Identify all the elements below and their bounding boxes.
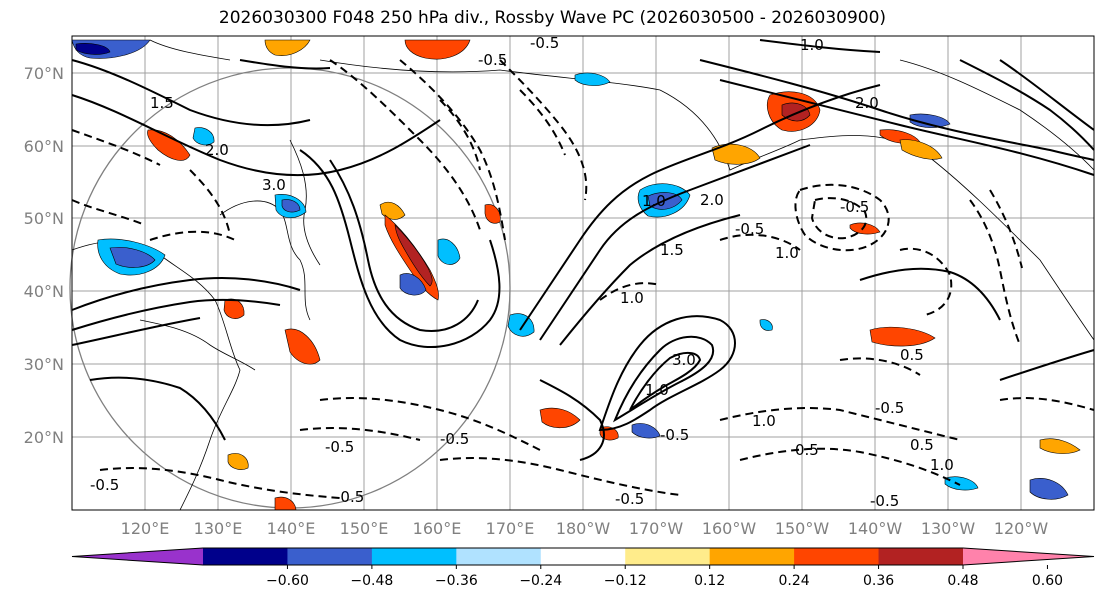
contour-label: 2.0 xyxy=(205,141,229,159)
contour-label: 0.5 xyxy=(900,346,924,364)
colorbar-tick-label: −0.60 xyxy=(266,573,309,589)
contour-label: -0.5 xyxy=(840,198,869,216)
contour-label: 2.0 xyxy=(855,94,879,112)
contour-label: 0.5 xyxy=(795,441,819,459)
contour-label: 1.0 xyxy=(620,289,644,307)
lat-label: 30°N xyxy=(24,355,64,374)
colorbar-swatch xyxy=(456,548,542,565)
colorbar-outline xyxy=(71,547,1095,566)
longitude-labels: 120°E 130°E 140°E 150°E 160°E 170°E 180°… xyxy=(121,519,1049,538)
lon-label: 180°W xyxy=(556,519,611,538)
contour-lines-negative xyxy=(71,59,1095,499)
lat-label: 60°N xyxy=(24,137,64,156)
contour-label: 1.0 xyxy=(645,381,669,399)
map-frame xyxy=(71,35,1095,511)
lat-label: 20°N xyxy=(24,428,64,447)
contour-label: -0.5 xyxy=(870,492,899,510)
latitude-labels: 70°N 60°N 50°N 40°N 30°N 20°N xyxy=(24,64,64,447)
contour-label: 1.0 xyxy=(752,412,776,430)
lat-label: 70°N xyxy=(24,64,64,83)
contour-label: -0.5 xyxy=(90,476,119,494)
contour-label: -0.5 xyxy=(735,220,764,238)
contour-label: 1.0 xyxy=(775,244,799,262)
colorbar-extend-high xyxy=(963,548,1094,565)
contour-label: 0.5 xyxy=(910,436,934,454)
contour-label: -0.5 xyxy=(335,488,364,506)
lon-label: 140°W xyxy=(848,519,903,538)
lat-label: 40°N xyxy=(24,282,64,301)
lon-label: 160°W xyxy=(702,519,757,538)
lon-label: 130°W xyxy=(921,519,976,538)
lon-label: 140°E xyxy=(267,519,316,538)
lon-label: 160°E xyxy=(413,519,462,538)
contour-label: 3.0 xyxy=(672,351,696,369)
colorbar-tick-label: 0.12 xyxy=(694,573,725,589)
colorbar-swatch xyxy=(287,548,373,565)
contour-label: 2.0 xyxy=(700,191,724,209)
lat-label: 50°N xyxy=(24,209,64,228)
colorbar-extend-low xyxy=(72,548,203,565)
colorbar-swatch xyxy=(540,548,626,565)
colorbar-tick-label: −0.12 xyxy=(604,573,647,589)
lon-label: 120°E xyxy=(121,519,170,538)
colorbar-swatch xyxy=(878,548,964,565)
contour-labels: -0.5 1.0 2.0 1.5 -0.5 3.0 2.0 1.0 -0.5 1… xyxy=(90,34,954,510)
colorbar: −0.60 −0.48 −0.36 −0.24 −0.12 0.12 0.24 0.36 0.4… xyxy=(71,547,1095,589)
contour-label: -0.5 xyxy=(440,430,469,448)
lon-label: 170°E xyxy=(486,519,535,538)
contour-label: -0.5 xyxy=(660,426,689,444)
contour-label: 1.5 xyxy=(660,241,684,259)
colorbar-tick-label: −0.24 xyxy=(519,573,562,589)
contour-label: -0.5 xyxy=(615,490,644,508)
contour-label: 1.0 xyxy=(800,36,824,54)
contour-label: -0.5 xyxy=(530,34,559,52)
lon-label: 170°W xyxy=(629,519,684,538)
contour-label: 1.0 xyxy=(642,192,666,210)
contour-label: -0.5 xyxy=(875,399,904,417)
colorbar-tick-label: −0.48 xyxy=(350,573,393,589)
colorbar-tick-label: 0.60 xyxy=(1032,573,1063,589)
contour-label: -0.5 xyxy=(325,438,354,456)
colorbar-swatch xyxy=(203,548,288,565)
contour-lines xyxy=(71,39,1095,461)
lon-label: 150°E xyxy=(340,519,389,538)
colorbar-swatch xyxy=(709,548,795,565)
contour-label: 1.0 xyxy=(930,456,954,474)
colorbar-swatch xyxy=(625,548,711,565)
lon-label: 120°W xyxy=(994,519,1049,538)
colorbar-tick-label: 0.48 xyxy=(947,573,978,589)
map-panel: -0.5 1.0 2.0 1.5 -0.5 3.0 2.0 1.0 -0.5 1… xyxy=(69,34,1095,511)
lon-label: 130°E xyxy=(194,519,243,538)
colorbar-swatch xyxy=(794,548,880,565)
shaded-divergence xyxy=(71,39,1081,511)
contour-label: 3.0 xyxy=(262,176,286,194)
contour-label: 1.5 xyxy=(150,94,174,112)
map-title: 2026030300 F048 250 hPa div., Rossby Wav… xyxy=(218,8,887,28)
colorbar-tick-label: −0.36 xyxy=(435,573,478,589)
contour-label: -0.5 xyxy=(478,51,507,69)
colorbar-swatch xyxy=(371,548,457,565)
colorbar-tick-label: 0.36 xyxy=(863,573,894,589)
lon-label: 150°W xyxy=(775,519,830,538)
colorbar-tick-label: 0.24 xyxy=(779,573,810,589)
